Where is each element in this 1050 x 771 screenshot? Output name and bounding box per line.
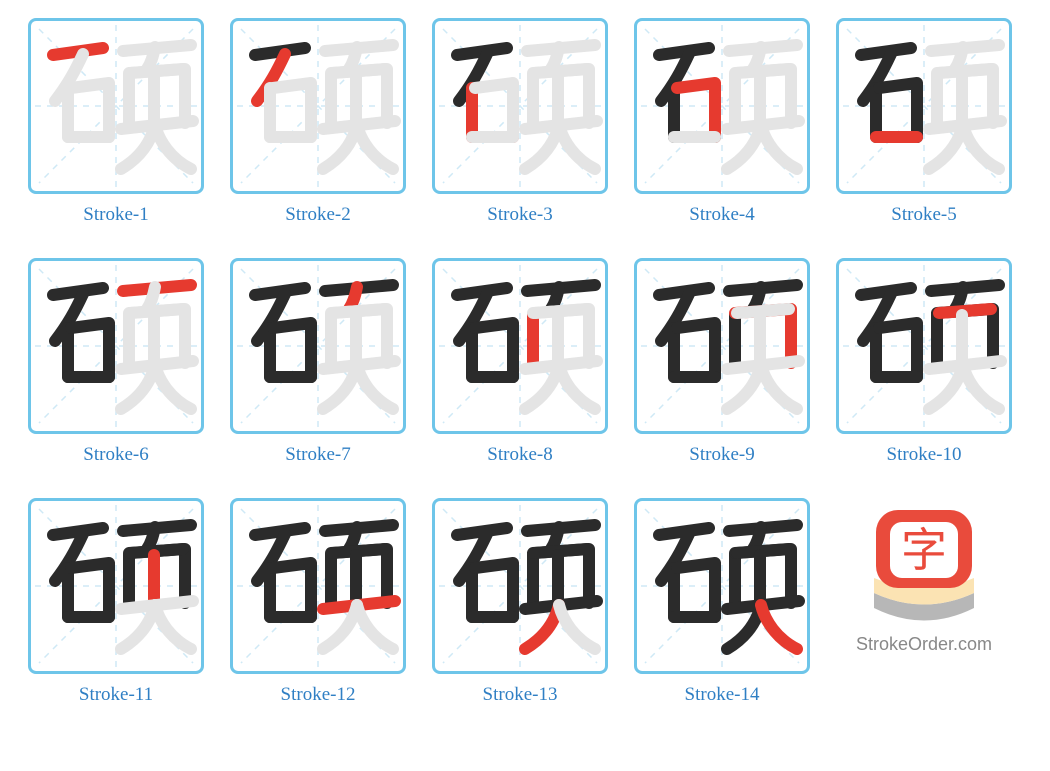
stroke-caption-2: Stroke-2 [285, 204, 350, 226]
stroke-caption-10: Stroke-10 [887, 444, 962, 466]
stroke-tile-6 [28, 258, 204, 434]
stroke-cell-6: Stroke-6 [28, 258, 204, 466]
stroke-cell-14: Stroke-14 [634, 498, 810, 706]
stroke-caption-1: Stroke-1 [83, 204, 148, 226]
stroke-cell-1: Stroke-1 [28, 18, 204, 226]
stroke-tile-4 [634, 18, 810, 194]
stroke-tile-11 [28, 498, 204, 674]
stroke-caption-7: Stroke-7 [285, 444, 350, 466]
character-strokes [31, 501, 201, 671]
stroke-caption-8: Stroke-8 [487, 444, 552, 466]
stroke-caption-9: Stroke-9 [689, 444, 754, 466]
pencil-logo-icon: 字 [854, 498, 994, 638]
stroke-caption-11: Stroke-11 [79, 684, 153, 706]
site-name: StrokeOrder.com [856, 634, 992, 655]
stroke-tile-2 [230, 18, 406, 194]
site-logo: 字 StrokeOrder.com [836, 498, 1012, 674]
character-strokes [637, 501, 807, 671]
stroke-cell-5: Stroke-5 [836, 18, 1012, 226]
stroke-tile-10 [836, 258, 1012, 434]
stroke-cell-4: Stroke-4 [634, 18, 810, 226]
character-strokes [435, 501, 605, 671]
character-strokes [637, 21, 807, 191]
stroke-cell-3: Stroke-3 [432, 18, 608, 226]
stroke-cell-12: Stroke-12 [230, 498, 406, 706]
character-strokes [435, 261, 605, 431]
stroke-tile-8 [432, 258, 608, 434]
stroke-cell-7: Stroke-7 [230, 258, 406, 466]
character-strokes [233, 261, 403, 431]
character-strokes [233, 501, 403, 671]
character-strokes [839, 261, 1009, 431]
stroke-tile-13 [432, 498, 608, 674]
stroke-caption-5: Stroke-5 [891, 204, 956, 226]
stroke-tile-3 [432, 18, 608, 194]
character-strokes [839, 21, 1009, 191]
stroke-tile-9 [634, 258, 810, 434]
logo-char: 字 [901, 514, 947, 580]
stroke-caption-3: Stroke-3 [487, 204, 552, 226]
stroke-caption-12: Stroke-12 [281, 684, 356, 706]
stroke-cell-10: Stroke-10 [836, 258, 1012, 466]
stroke-tile-14 [634, 498, 810, 674]
stroke-caption-13: Stroke-13 [483, 684, 558, 706]
stroke-cell-2: Stroke-2 [230, 18, 406, 226]
stroke-cell-13: Stroke-13 [432, 498, 608, 706]
character-strokes [637, 261, 807, 431]
character-strokes [31, 21, 201, 191]
stroke-cell-8: Stroke-8 [432, 258, 608, 466]
stroke-caption-6: Stroke-6 [83, 444, 148, 466]
stroke-caption-4: Stroke-4 [689, 204, 754, 226]
stroke-tile-12 [230, 498, 406, 674]
character-strokes [435, 21, 605, 191]
stroke-cell-9: Stroke-9 [634, 258, 810, 466]
stroke-tile-1 [28, 18, 204, 194]
character-strokes [233, 21, 403, 191]
stroke-cell-11: Stroke-11 [28, 498, 204, 706]
character-strokes [31, 261, 201, 431]
stroke-caption-14: Stroke-14 [685, 684, 760, 706]
stroke-tile-5 [836, 18, 1012, 194]
stroke-tile-7 [230, 258, 406, 434]
stroke-order-grid: Stroke-1 Stroke-2 Stroke-3 [28, 18, 1032, 706]
logo-cell: 字 StrokeOrder.com [836, 498, 1012, 706]
